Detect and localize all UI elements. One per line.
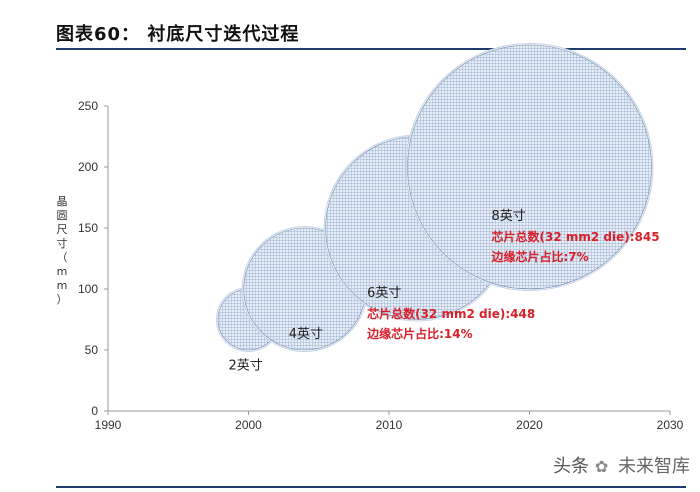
bubble-annotation: 芯片总数(32 mm2 die):845 xyxy=(492,229,660,244)
figure-header: 图表60： 衬底尺寸迭代过程 xyxy=(56,18,700,50)
y-tick-label: 150 xyxy=(78,221,98,235)
x-tick-label: 2010 xyxy=(376,418,403,432)
wafer-bubble xyxy=(407,44,652,290)
title-rule xyxy=(56,48,686,50)
x-tick-label: 2020 xyxy=(516,418,543,432)
bubble-label: 8英寸 xyxy=(492,209,526,224)
watermark-brand: 未来智库 xyxy=(618,456,690,477)
y-tick-label: 200 xyxy=(78,160,98,174)
bubble-label: 4英寸 xyxy=(289,327,323,342)
y-tick-label: 50 xyxy=(85,343,99,357)
figure-title: 图表60： 衬底尺寸迭代过程 xyxy=(56,24,300,45)
bubble-annotation: 边缘芯片占比:7% xyxy=(491,249,589,264)
x-tick-label: 2030 xyxy=(657,418,684,432)
watermark: 头条 ✿ 未来智库 xyxy=(553,452,690,478)
y-axis-label: 晶圆尺寸（ m m） xyxy=(57,195,68,306)
y-tick-label: 250 xyxy=(78,99,98,113)
bubble-annotation: 芯片总数(32 mm2 die):448 xyxy=(367,306,535,321)
watermark-prefix: 头条 xyxy=(553,456,590,477)
paw-icon: ✿ xyxy=(594,457,609,476)
bottom-rule xyxy=(56,486,686,488)
bubble-label: 2英寸 xyxy=(229,359,263,374)
bubble-annotation: 边缘芯片占比:14% xyxy=(366,326,473,341)
y-tick-label: 0 xyxy=(91,404,98,418)
y-tick-label: 100 xyxy=(78,282,98,296)
bubble-label: 6英寸 xyxy=(367,286,401,301)
x-tick-label: 1990 xyxy=(95,418,122,432)
x-tick-label: 2000 xyxy=(235,418,262,432)
